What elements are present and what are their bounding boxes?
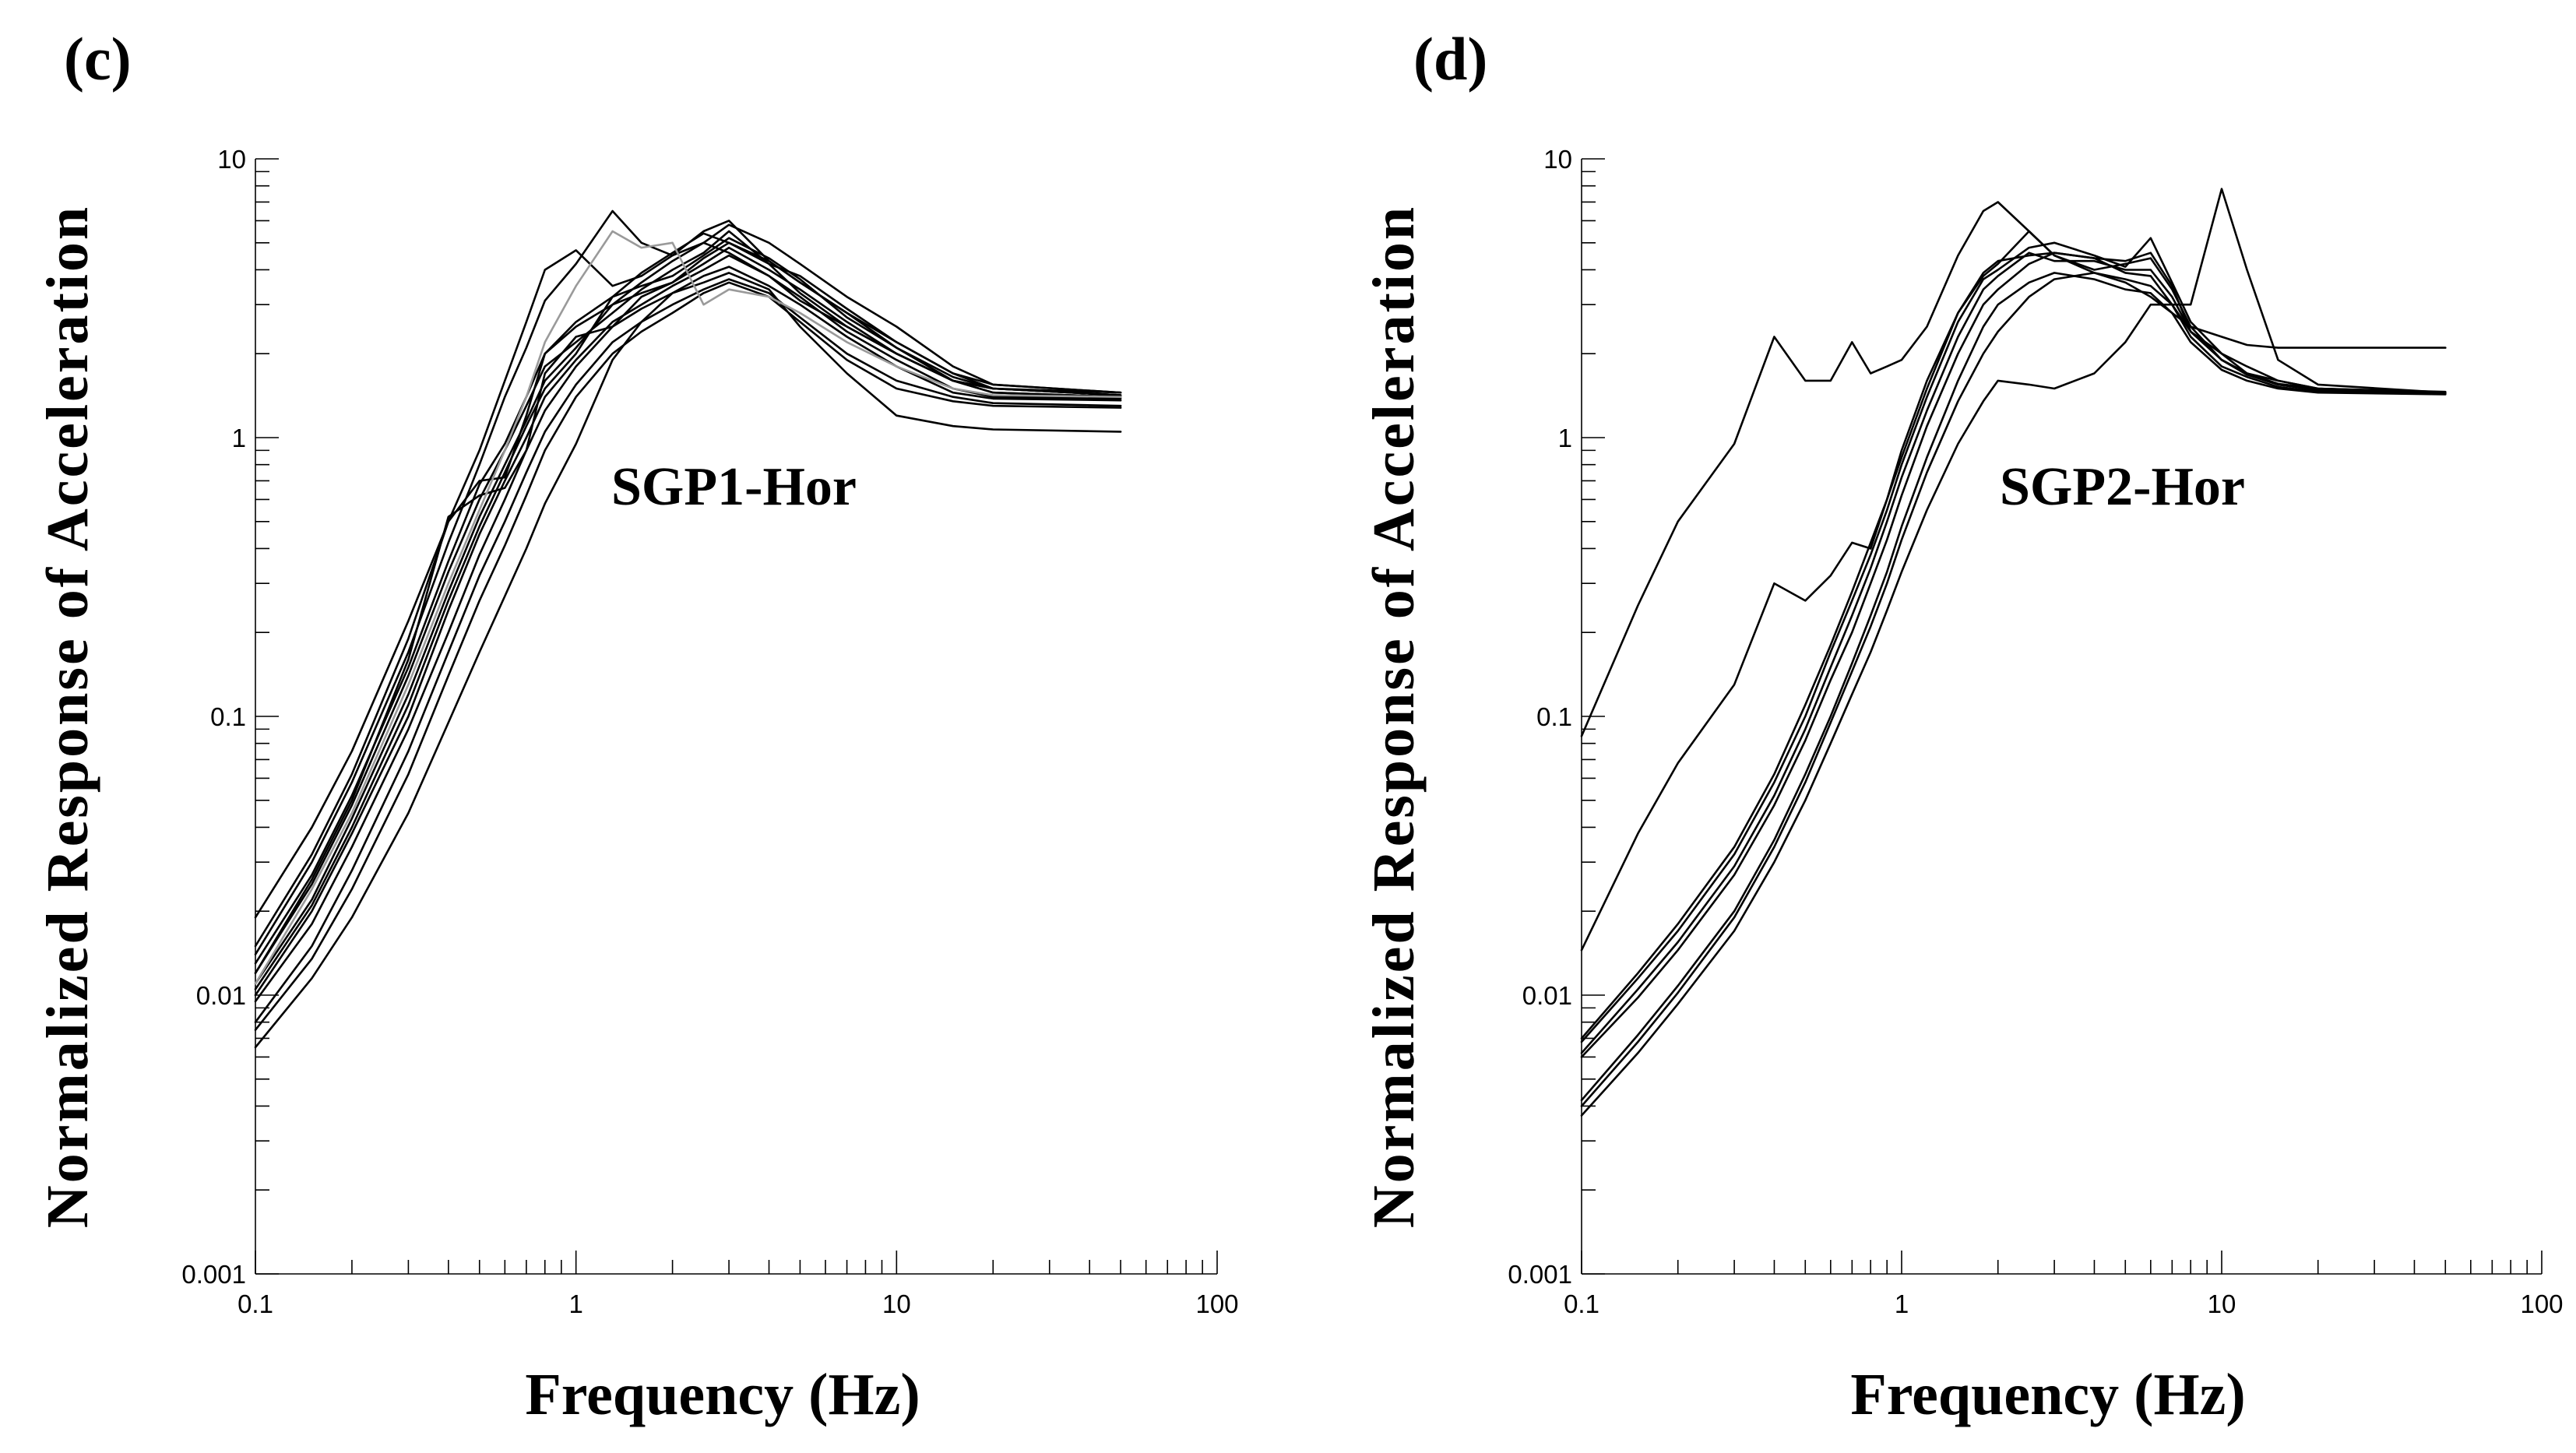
series-line-d7 bbox=[1580, 272, 2447, 1102]
x-tick-label-c: 0.1 bbox=[238, 1289, 273, 1318]
annotation-sgp2-hor: SGP2-Hor bbox=[2000, 457, 2245, 517]
series-line-c13 bbox=[254, 241, 1122, 974]
chart-panel-d: (d) 0.1 1 10 100 0.001 0.01 0.1 1 10 SGP2-Hor Fr… bbox=[1361, 25, 2564, 1427]
annotation-sgp1-hor: SGP1-Hor bbox=[611, 457, 857, 517]
series-line-c2 bbox=[254, 209, 1122, 955]
series-line-c4 bbox=[254, 230, 1122, 974]
series-line-d1 bbox=[1580, 201, 2447, 737]
series-line-c12 bbox=[254, 223, 1122, 948]
x-axis-label-d: Frequency (Hz) bbox=[1850, 1362, 2245, 1427]
series-line-c1 bbox=[254, 241, 1122, 919]
plot-area-c: 0.1 1 10 100 0.001 0.01 0.1 1 10 bbox=[181, 145, 1238, 1318]
series-line-d5 bbox=[1580, 252, 2447, 1054]
series-line-d4 bbox=[1580, 237, 2447, 1043]
y-tick-label-c: 0.1 bbox=[210, 702, 246, 731]
series-line-c9 bbox=[254, 278, 1122, 1023]
series-line-d6 bbox=[1580, 252, 2447, 1058]
series-line-c6 bbox=[254, 237, 1122, 990]
y-tick-label-c: 0.001 bbox=[181, 1260, 246, 1289]
x-tick-label-c: 10 bbox=[882, 1289, 911, 1318]
y-axis-label-d: Normalized Response of Acceleration bbox=[1361, 205, 1427, 1228]
series-line-d2 bbox=[1580, 252, 2447, 952]
panel-label-d: (d) bbox=[1413, 25, 1487, 93]
series-line-c7 bbox=[254, 254, 1122, 997]
y-tick-label-c: 0.01 bbox=[196, 981, 246, 1010]
y-tick-label-d: 0.01 bbox=[1522, 981, 1572, 1010]
series-line-d8 bbox=[1580, 272, 2447, 1107]
ticks-c: 0.1 1 10 100 0.001 0.01 0.1 1 10 bbox=[181, 145, 1238, 1318]
chart-panel-c: (c) 0.1 1 10 100 0.001 0.01 0.1 1 10 SGP1-Hor Fr… bbox=[35, 25, 1239, 1427]
x-tick-label-d: 1 bbox=[1895, 1289, 1909, 1318]
x-tick-label-c: 100 bbox=[1195, 1289, 1238, 1318]
y-tick-label-c: 10 bbox=[217, 145, 246, 174]
x-tick-label-d: 100 bbox=[2520, 1289, 2563, 1318]
y-tick-label-d: 1 bbox=[1558, 424, 1572, 452]
ticks-d: 0.1 1 10 100 0.001 0.01 0.1 1 10 bbox=[1508, 145, 2563, 1318]
x-tick-label-d: 10 bbox=[2208, 1289, 2236, 1318]
series-group-d bbox=[1580, 188, 2447, 1117]
y-tick-label-d: 0.1 bbox=[1536, 702, 1572, 731]
series-line-c8 bbox=[254, 266, 1122, 1003]
y-axis-label-c: Normalized Response of Acceleration bbox=[35, 205, 100, 1228]
x-axis-label-c: Frequency (Hz) bbox=[525, 1362, 920, 1427]
x-tick-label-c: 1 bbox=[568, 1289, 582, 1318]
x-tick-label-d: 0.1 bbox=[1564, 1289, 1599, 1318]
y-tick-label-d: 10 bbox=[1543, 145, 1572, 174]
panel-label-c: (c) bbox=[64, 25, 132, 93]
plot-area-d: 0.1 1 10 100 0.001 0.01 0.1 1 10 bbox=[1508, 145, 2563, 1318]
series-line-d9 bbox=[1580, 188, 2447, 1117]
series-line-c14-gray bbox=[254, 230, 1122, 985]
series-line-c11 bbox=[254, 272, 1122, 1049]
y-tick-label-c: 1 bbox=[232, 424, 246, 452]
series-line-c3 bbox=[254, 232, 1122, 965]
series-line-d3 bbox=[1580, 230, 2447, 1040]
series-line-c10 bbox=[254, 281, 1122, 1031]
y-tick-label-d: 0.001 bbox=[1508, 1260, 1572, 1289]
series-group-c bbox=[254, 209, 1122, 1049]
series-line-c5 bbox=[254, 246, 1122, 985]
